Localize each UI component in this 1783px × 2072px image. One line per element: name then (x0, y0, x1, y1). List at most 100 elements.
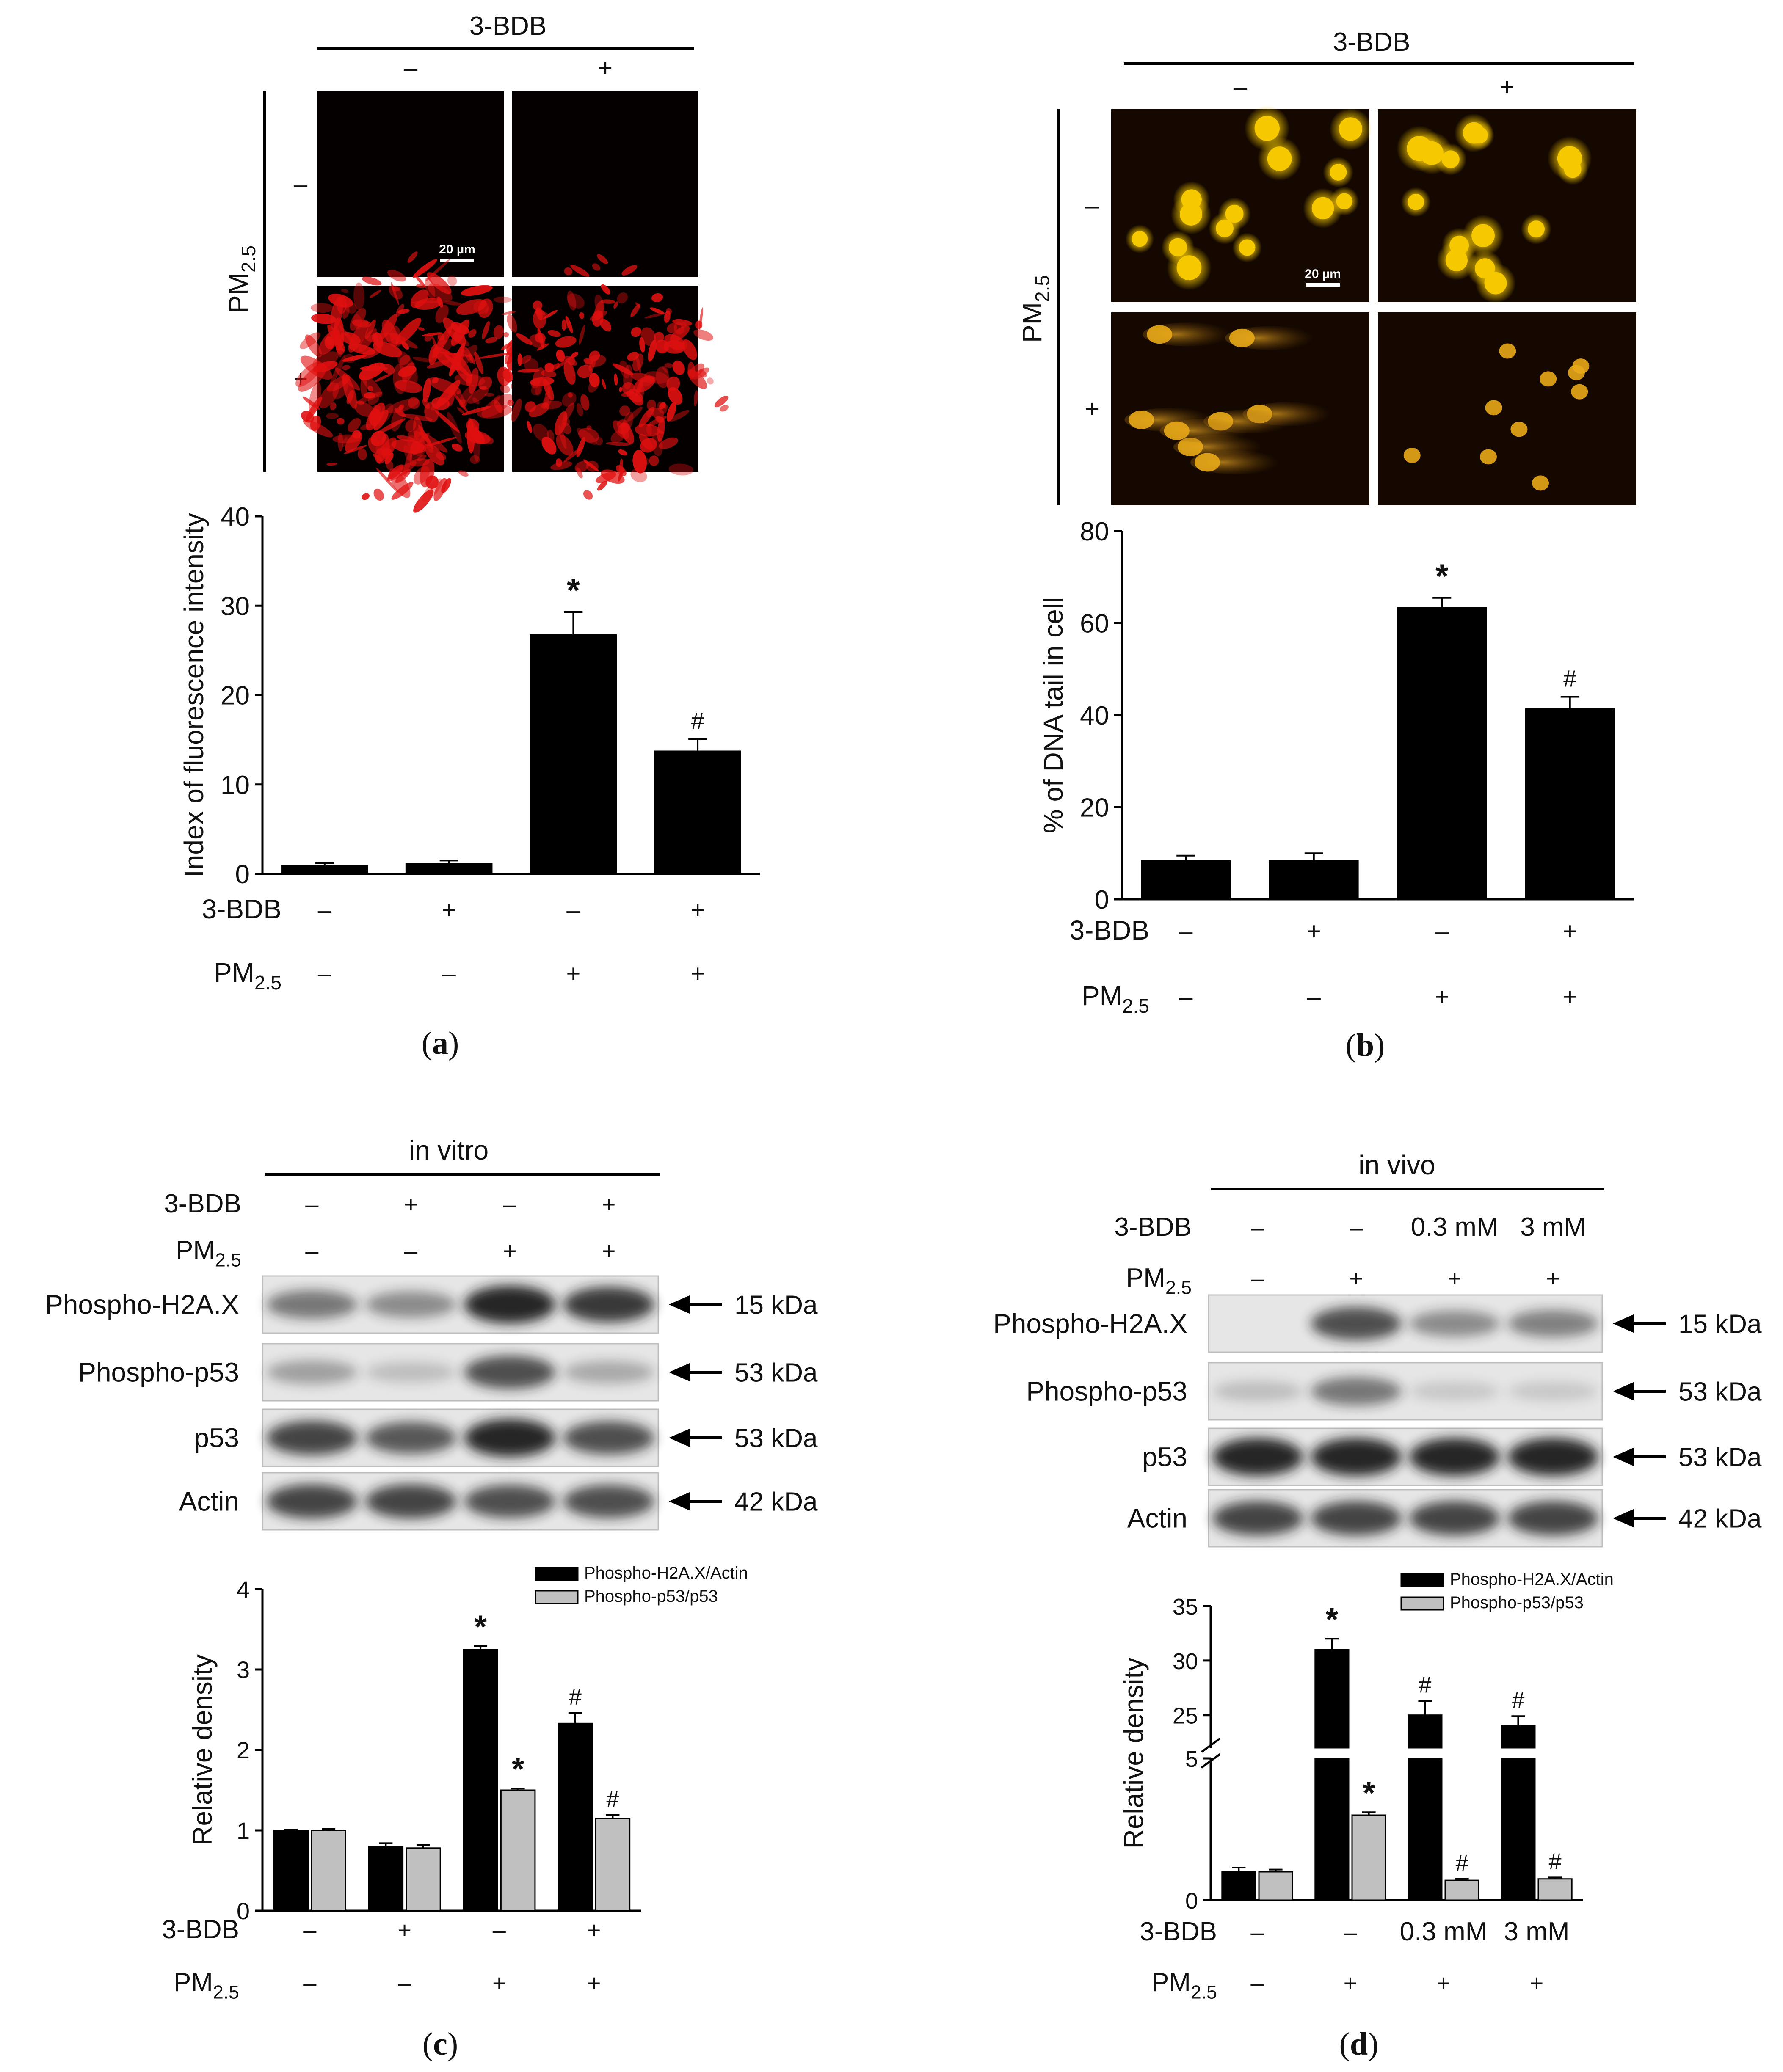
condition-sign: + (1500, 73, 1514, 101)
y-tick-label: 35 (1173, 1594, 1198, 1620)
blot-strip (1208, 1489, 1603, 1548)
y-tick-label: 40 (221, 502, 250, 532)
bar (1258, 1871, 1293, 1901)
blot-band (365, 1422, 457, 1454)
kda-label: 15 kDa (734, 1291, 818, 1320)
blot-band (563, 1361, 654, 1384)
panel-a: 3-BDB – + PM2.5 – +20 µm 0 10 20 30 40 Index of flu… (179, 11, 760, 1061)
condition-row-label: PM2.5 (176, 1236, 241, 1270)
bar (1444, 1879, 1479, 1901)
row-sign: + (1085, 395, 1099, 423)
bar (405, 863, 493, 874)
bar (1525, 708, 1615, 899)
condition-sign: + (690, 896, 705, 924)
axis-break-mark (1201, 1753, 1221, 1769)
legend-label: Phospho-p53/p53 (584, 1587, 718, 1606)
blot-strip (262, 1408, 659, 1467)
scale-bar: 20 µm (1305, 267, 1341, 287)
condition-sign: + (1563, 983, 1577, 1011)
blot-label: p53 (194, 1423, 239, 1453)
condition-sign: – (1250, 1919, 1264, 1945)
bar (654, 750, 741, 874)
kda-label: 15 kDa (1678, 1310, 1762, 1339)
bar (1141, 860, 1231, 899)
condition-sign: – (442, 960, 456, 987)
condition-row-label: 3-BDB (162, 1915, 239, 1944)
condition-row-label: 3-BDB (1070, 915, 1150, 945)
condition-sign: + (587, 1970, 601, 1996)
panel-c: in vitro 3-BDB – + – + PM2.5 – – + + Phospho-H2A.X 1… (45, 1135, 818, 2062)
blot-label: Phospho-H2A.X (45, 1289, 239, 1320)
condition-row-label: 3-BDB (1140, 1917, 1217, 1946)
arrow-head-icon (1613, 1314, 1634, 1333)
bar (463, 1649, 498, 1912)
condition-sign: 3 mM (1520, 1212, 1586, 1242)
condition-sign: – (305, 1237, 319, 1264)
micrograph-image (512, 91, 698, 277)
blot-band (1409, 1438, 1500, 1476)
legend-swatch (535, 1567, 579, 1581)
y-tick-label: 4 (237, 1576, 250, 1603)
condition-sign: – (493, 1917, 506, 1943)
scale-bar: 20 µm (439, 242, 475, 262)
legend-swatch (1400, 1596, 1444, 1611)
legend-label: Phospho-H2A.X/Actin (584, 1564, 748, 1582)
blot-label: Phospho-p53 (1026, 1376, 1187, 1407)
bar (1314, 1649, 1350, 1749)
condition-sign: – (503, 1191, 517, 1218)
condition-sign: 0.3 mM (1400, 1917, 1488, 1946)
y-tick-label: 25 (1173, 1703, 1198, 1729)
blot-label: p53 (1142, 1442, 1187, 1472)
condition-sign: + (598, 54, 613, 82)
y-axis-label: Relative density (1118, 1658, 1149, 1849)
condition-sign: + (1435, 983, 1449, 1011)
condition-sign: – (566, 896, 580, 924)
bar (273, 1830, 309, 1912)
y-tick-label: 0 (235, 860, 250, 889)
blot-band (1409, 1381, 1500, 1401)
condition-row-label: PM2.5 (1082, 981, 1149, 1017)
blot-band (1507, 1310, 1598, 1337)
row-sign: – (1085, 192, 1099, 220)
y-tick-label: 60 (1080, 609, 1109, 639)
row-sign: – (294, 171, 308, 198)
y-axis-label: Relative density (187, 1654, 218, 1846)
condition-sign: – (305, 1191, 319, 1218)
condition-sign: + (1307, 918, 1321, 945)
bar (368, 1846, 404, 1912)
legend-label: Phospho-p53/p53 (1450, 1593, 1584, 1612)
condition-sign: + (503, 1237, 517, 1264)
row-label-pm: PM2.5 (223, 245, 259, 313)
condition-sign: – (303, 1970, 317, 1996)
condition-sign: + (492, 1970, 506, 1996)
blot-band (1507, 1438, 1598, 1476)
legend: Phospho-H2A.X/Actin Phospho-p53/p53 (1400, 1570, 1614, 1612)
blot-band (1409, 1310, 1500, 1337)
condition-sign: + (587, 1917, 601, 1943)
condition-sign: + (397, 1917, 411, 1943)
condition-sign: – (404, 54, 418, 82)
condition-sign: + (690, 960, 705, 987)
micrograph-image (1378, 109, 1636, 303)
condition-sign: – (1344, 1919, 1357, 1945)
condition-sign: + (404, 1191, 418, 1218)
significance-mark: * (1435, 557, 1449, 595)
micrograph-image (1378, 312, 1636, 505)
bar (1221, 1871, 1256, 1901)
panel-letter: (d) (1339, 2026, 1379, 2062)
bar (1501, 1758, 1536, 1901)
y-tick-label: 80 (1080, 517, 1109, 546)
bar-chart: 0 1 2 3 4 Relative density * # * # Phospho-H2A.X/A… (162, 1564, 748, 2003)
blot-strip (1208, 1427, 1603, 1486)
kda-label: 53 kDa (734, 1424, 818, 1453)
bar (1501, 1725, 1536, 1749)
condition-sign: – (1251, 1265, 1265, 1292)
condition-sign: – (1435, 918, 1449, 945)
scale-bar-label: 20 µm (439, 242, 475, 256)
condition-sign: – (1179, 918, 1193, 945)
condition-sign: + (1530, 1970, 1544, 1996)
blot-band (563, 1287, 654, 1323)
y-tick-label: 1 (237, 1817, 250, 1844)
condition-sign: + (442, 896, 456, 924)
blot-band (464, 1285, 555, 1324)
